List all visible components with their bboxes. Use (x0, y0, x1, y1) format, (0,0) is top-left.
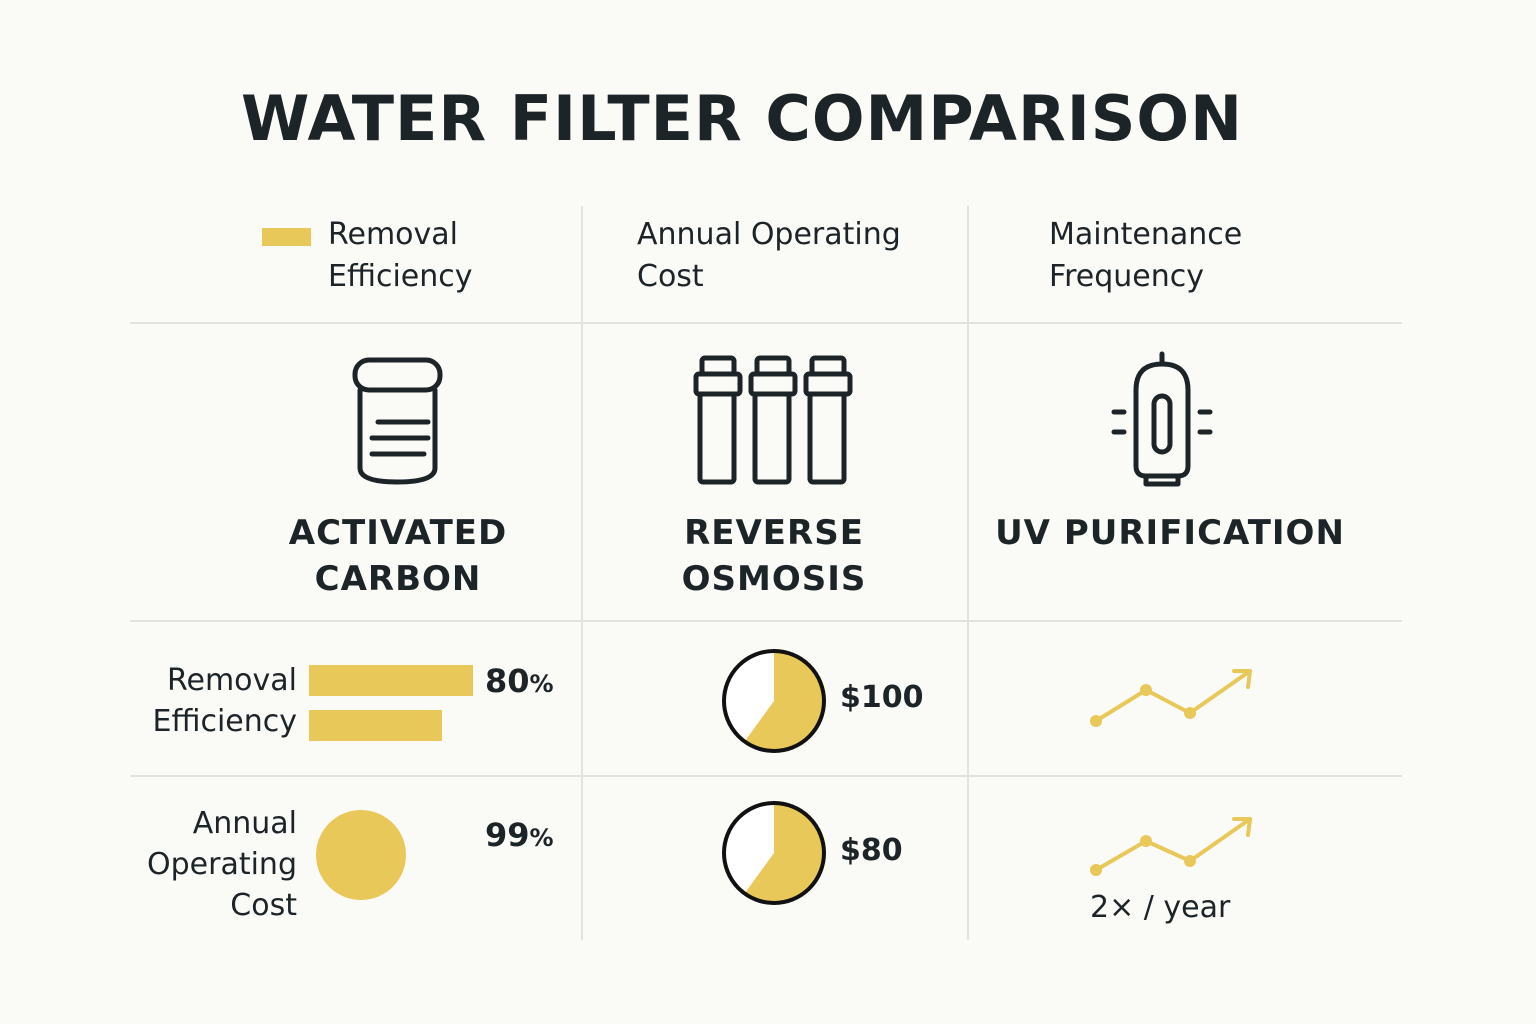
efficiency-percent: 80% (485, 662, 554, 700)
efficiency-value: 80 (485, 662, 530, 700)
cost-pie-chart (722, 801, 826, 905)
column-header-annual-operating-cost: Annual Operating Cost (637, 217, 901, 294)
legend-swatch (262, 228, 311, 246)
percent-sign: % (529, 670, 554, 698)
divider (967, 206, 969, 940)
efficiency-bar (309, 710, 443, 741)
cost-pie-chart (722, 649, 826, 753)
row-label-annual-operating-cost: Annual Operating Cost (147, 806, 297, 923)
row-label-removal-efficiency: Removal Efficiency (152, 663, 297, 739)
divider (130, 322, 1402, 324)
pie-outline (722, 801, 826, 905)
filter-name-reverse-osmosis: REVERSE OSMOSIS (681, 513, 867, 599)
divider (130, 775, 1402, 777)
efficiency-bar (309, 665, 473, 696)
filter-name-uv-purification: UV PURIFICATION (995, 513, 1345, 553)
pie-slice (744, 651, 824, 751)
column-header-maintenance-frequency: Maintenance Frequency (1049, 217, 1243, 294)
pie-outline (722, 649, 826, 753)
ro-filter-stages-icon (693, 355, 853, 485)
cost-value: $80 (840, 833, 903, 868)
legend-label-removal-efficiency: Removal Efficiency (328, 217, 473, 294)
percent-sign: % (529, 824, 554, 852)
pie-slice (744, 803, 824, 903)
uv-lamp-icon (1111, 351, 1213, 487)
efficiency-percent: 99% (485, 816, 554, 854)
trend-up-icon (1090, 669, 1252, 727)
efficiency-value: 99 (485, 816, 530, 854)
filter-name-activated-carbon: ACTIVATED CARBON (288, 513, 508, 599)
maintenance-frequency-value: 2× / year (1090, 890, 1231, 925)
divider (130, 620, 1402, 622)
cost-circle-marker (316, 810, 406, 900)
trend-up-icon (1090, 817, 1252, 876)
page-title: WATER FILTER COMPARISON (240, 82, 1244, 155)
cost-value: $100 (840, 680, 924, 715)
divider (581, 206, 583, 940)
carbon-cartridge-icon (352, 357, 443, 485)
